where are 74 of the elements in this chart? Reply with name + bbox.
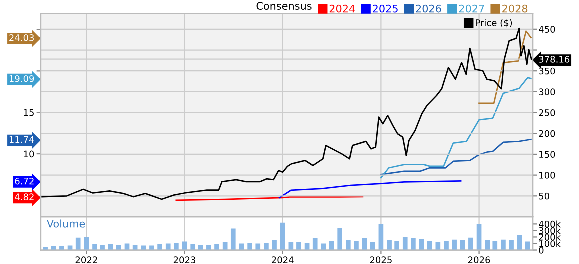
bar: [517, 235, 522, 250]
bar: [166, 244, 171, 250]
bar: [264, 243, 269, 250]
y2-tick-label: 378.16: [539, 56, 570, 63]
y2-tick-label: 0: [539, 247, 544, 254]
y2-tick-label: 200: [539, 130, 556, 138]
y-tick-label: 19.09: [10, 75, 34, 82]
bar: [394, 241, 400, 250]
y-tick-label: 6.72: [15, 178, 34, 185]
x-tick-label: 2026: [468, 256, 490, 264]
y2-tick-label: 50: [539, 192, 550, 200]
y-tick-label: 10: [24, 150, 34, 158]
bar: [378, 224, 384, 250]
bar: [174, 243, 179, 250]
chart-title: Volume: [46, 220, 86, 228]
bar: [338, 228, 342, 250]
line-series: [380, 77, 532, 179]
x-tick-label: 2024: [272, 256, 294, 264]
y2-tick-label: 100: [540, 172, 556, 179]
bar: [411, 238, 416, 250]
bar: [402, 237, 408, 250]
legend-title: Consensus: [256, 2, 312, 10]
legend-label: 2028: [502, 4, 528, 13]
bar: [509, 240, 514, 250]
bar: [280, 222, 286, 250]
x-tick-label: 2025: [370, 256, 392, 264]
bar: [460, 240, 466, 250]
bar: [444, 241, 449, 250]
bar: [230, 228, 236, 250]
legend-label: Price ($): [476, 19, 512, 28]
bar: [485, 240, 490, 250]
bar: [272, 240, 277, 250]
bar: [248, 243, 252, 250]
y2-tick-label: 300: [539, 88, 556, 96]
y-tick-label: 4.82: [15, 194, 34, 201]
legend-label: 2025: [373, 4, 398, 13]
bar: [354, 241, 359, 250]
bar: [76, 238, 81, 250]
legend-label: 2027: [459, 4, 484, 13]
bar: [312, 238, 318, 250]
line-series: [478, 30, 532, 104]
bar: [296, 242, 302, 250]
bar: [492, 241, 498, 250]
bar: [370, 242, 376, 250]
y-tick-label: 11.74: [10, 136, 34, 144]
line-series: [278, 180, 462, 199]
y2-tick-label: 200k: [539, 234, 562, 241]
legend-label: 2026: [416, 4, 442, 13]
bar: [468, 238, 474, 250]
y2-tick-label: 250: [539, 110, 556, 116]
bar: [222, 242, 228, 250]
y2-tick-label: 350: [539, 68, 556, 75]
x-tick-label: 2022: [76, 256, 98, 264]
y-tick-label: 15: [24, 109, 34, 116]
bar: [452, 240, 457, 250]
bar: [501, 240, 506, 250]
line-series: [380, 138, 532, 176]
bar: [256, 244, 261, 250]
y2-tick-label: 300k: [539, 227, 562, 234]
y-tick-label: 24.03: [10, 34, 34, 42]
y2-tick-label: 150: [540, 151, 556, 158]
y2-tick-label: 100k: [540, 240, 562, 248]
bar: [436, 242, 441, 250]
x-tick-label: 2023: [174, 256, 196, 264]
bar: [150, 246, 154, 250]
bar: [141, 246, 146, 250]
bar: [526, 242, 530, 250]
bar: [346, 240, 351, 250]
y2-tick-label: 400k: [539, 220, 562, 228]
bar: [476, 224, 482, 250]
y2-tick-label: 450: [539, 26, 556, 33]
bar: [387, 240, 392, 250]
bar: [427, 241, 432, 250]
legend-label: 2024: [330, 4, 356, 13]
